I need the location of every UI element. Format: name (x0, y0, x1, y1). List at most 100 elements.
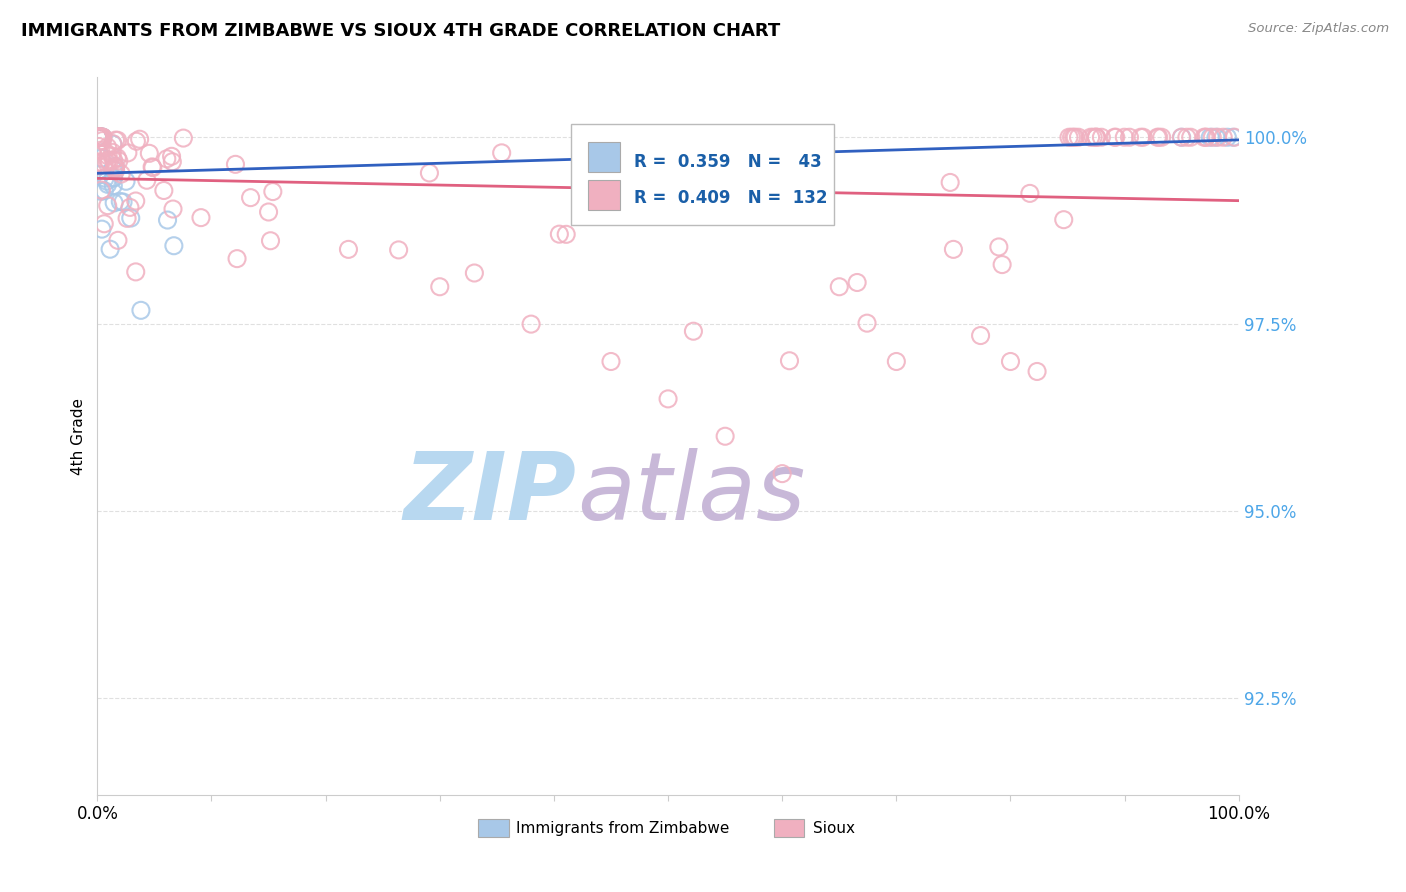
Point (239, 191, 262, 205)
Point (1201, 130, 1223, 145)
Point (97, 140, 120, 154)
Point (1104, 130, 1126, 145)
Text: R =  0.409   N =  132: R = 0.409 N = 132 (634, 189, 827, 207)
Point (98, 154, 121, 169)
Point (103, 195, 125, 210)
Point (520, 317, 543, 331)
Point (172, 131, 194, 145)
Point (104, 161, 127, 175)
Point (1175, 130, 1198, 145)
Point (115, 174, 138, 188)
Point (87, 154, 110, 169)
Point (846, 276, 869, 290)
Text: Source: ZipAtlas.com: Source: ZipAtlas.com (1249, 22, 1389, 36)
Point (90, 144, 112, 158)
Point (1147, 130, 1170, 145)
Point (103, 171, 125, 186)
Point (886, 354, 908, 368)
Point (87, 130, 110, 145)
FancyBboxPatch shape (571, 124, 834, 225)
Point (86, 130, 108, 145)
Point (1170, 130, 1192, 145)
Point (1192, 130, 1215, 145)
Point (90, 130, 112, 145)
Point (600, 354, 623, 368)
Point (1064, 130, 1087, 145)
Point (125, 265, 148, 279)
Point (1080, 130, 1102, 145)
Point (89, 130, 111, 145)
Point (135, 173, 157, 187)
Point (87, 156, 110, 170)
Point (141, 160, 163, 174)
Point (104, 160, 127, 174)
Point (463, 266, 485, 280)
Point (107, 153, 129, 168)
Point (190, 211, 212, 225)
Point (90, 130, 112, 145)
Point (91, 130, 114, 145)
Point (1195, 130, 1218, 145)
Point (90, 130, 112, 145)
Point (1085, 130, 1108, 145)
Point (91, 130, 114, 145)
Point (1090, 130, 1112, 145)
Point (1170, 130, 1192, 145)
Point (91, 134, 114, 148)
Point (101, 136, 124, 151)
Point (97, 153, 120, 168)
Point (491, 145, 513, 160)
Point (1085, 130, 1108, 145)
Point (548, 227, 571, 242)
Point (418, 166, 440, 180)
Point (97, 178, 120, 192)
Text: IMMIGRANTS FROM ZIMBABWE VS SIOUX 4TH GRADE CORRELATION CHART: IMMIGRANTS FROM ZIMBABWE VS SIOUX 4TH GR… (21, 22, 780, 40)
Point (94, 171, 117, 186)
Point (128, 132, 150, 146)
Point (87, 159, 110, 173)
Point (87, 130, 110, 145)
Text: Immigrants from Zimbabwe: Immigrants from Zimbabwe (516, 821, 730, 836)
FancyBboxPatch shape (588, 142, 620, 172)
Point (87, 130, 110, 145)
Text: atlas: atlas (576, 448, 806, 539)
Point (89, 130, 111, 145)
Point (156, 152, 179, 166)
Point (89, 130, 111, 145)
Point (969, 328, 991, 343)
Point (1146, 130, 1168, 145)
Point (87, 139, 110, 153)
Point (1222, 130, 1244, 145)
Point (1114, 130, 1136, 145)
Point (125, 194, 148, 208)
Point (125, 134, 148, 148)
Point (115, 211, 138, 226)
Point (770, 467, 793, 481)
Point (1060, 130, 1083, 145)
Point (259, 234, 281, 248)
Point (87, 156, 110, 170)
Point (118, 200, 141, 214)
Point (87, 130, 110, 145)
Point (101, 137, 124, 152)
Point (89, 130, 111, 145)
Point (1223, 130, 1246, 145)
Text: Sioux: Sioux (813, 821, 855, 836)
Point (714, 429, 737, 443)
Point (91, 130, 114, 145)
Point (87, 130, 110, 145)
Point (779, 353, 801, 368)
Point (104, 161, 127, 176)
Point (90, 151, 112, 165)
Y-axis label: 4th Grade: 4th Grade (72, 398, 86, 475)
Point (117, 145, 139, 160)
Point (110, 194, 132, 209)
Point (162, 154, 184, 169)
Point (97, 149, 120, 163)
Point (257, 205, 280, 219)
Point (87, 130, 110, 145)
Point (96, 174, 118, 188)
Point (87, 130, 110, 145)
Point (429, 279, 451, 293)
Point (939, 176, 962, 190)
